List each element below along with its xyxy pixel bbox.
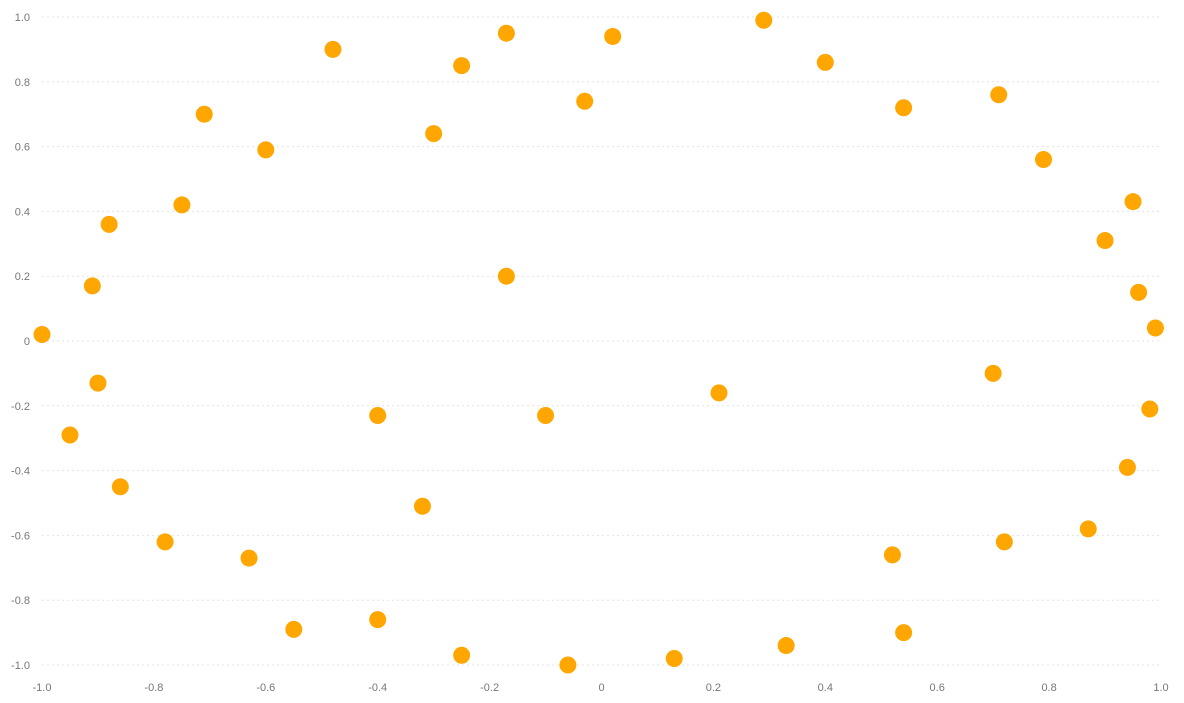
x-tick-label: -1.0 <box>33 682 52 694</box>
scatter-point <box>497 267 515 285</box>
x-tick-label: -0.4 <box>368 682 387 694</box>
scatter-point <box>990 86 1008 104</box>
scatter-point <box>755 11 773 29</box>
scatter-point <box>100 215 118 233</box>
y-tick-label: 1.0 <box>15 12 30 24</box>
x-tick-label: 0 <box>598 682 604 694</box>
scatter-point <box>33 326 51 344</box>
x-tick-label: -0.2 <box>480 682 499 694</box>
scatter-point <box>324 40 342 58</box>
scatter-point <box>816 53 834 71</box>
scatter-point <box>984 364 1002 382</box>
scatter-point <box>257 141 275 159</box>
scatter-point <box>369 611 387 629</box>
scatter-point <box>1096 232 1114 250</box>
scatter-point <box>1035 151 1053 169</box>
y-tick-label: -0.4 <box>11 466 30 478</box>
scatter-point <box>173 196 191 214</box>
scatter-point <box>453 57 471 75</box>
x-tick-label: 0.4 <box>818 682 833 694</box>
x-tick-label: 0.2 <box>706 682 721 694</box>
scatter-point <box>425 125 443 143</box>
y-tick-label: 0.4 <box>15 206 30 218</box>
scatter-point <box>895 99 913 117</box>
x-tick-label: -0.6 <box>256 682 275 694</box>
scatter-point <box>83 277 101 295</box>
y-tick-label: -0.2 <box>11 401 30 413</box>
scatter-point <box>89 374 107 392</box>
scatter-point <box>665 650 683 668</box>
y-tick-label: -0.8 <box>11 595 30 607</box>
scatter-point <box>453 646 471 664</box>
scatter-point <box>369 407 387 425</box>
scatter-point <box>537 407 555 425</box>
scatter-point <box>240 549 258 567</box>
scatter-point <box>895 624 913 642</box>
y-tick-label: -1.0 <box>11 660 30 672</box>
y-tick-label: -0.6 <box>11 530 30 542</box>
scatter-point <box>413 497 431 515</box>
y-axis-tick-labels: 1.0 0.8 0.6 0.4 0.2 0 -0.2 -0.4 -0.6 -0.8 -1.0 <box>11 12 30 672</box>
scatter-point <box>995 533 1013 551</box>
scatter-point <box>1141 400 1159 418</box>
scatter-point <box>576 92 594 110</box>
scatter-point <box>604 27 622 45</box>
y-tick-label: 0 <box>24 336 30 348</box>
scatter-point <box>195 105 213 123</box>
scatter-point <box>156 533 174 551</box>
scatter-point <box>497 24 515 42</box>
scatter-point <box>1146 319 1164 337</box>
scatter-point <box>883 546 901 564</box>
scatter-point <box>710 384 728 402</box>
x-tick-label: 0.6 <box>930 682 945 694</box>
scatter-point <box>285 620 303 638</box>
scatter-point <box>111 478 129 496</box>
y-tick-label: 0.6 <box>15 142 30 154</box>
x-axis-tick-labels: -1.0 -0.8 -0.6 -0.4 -0.2 0 0.2 0.4 0.6 0.8 1.0 <box>33 682 1169 694</box>
scatter-point <box>1130 283 1148 301</box>
x-tick-label: 0.8 <box>1041 682 1056 694</box>
x-tick-label: -0.8 <box>144 682 163 694</box>
scatter-point <box>61 426 79 444</box>
x-tick-label: 1.0 <box>1153 682 1168 694</box>
scatter-point <box>777 637 795 655</box>
scatter-point <box>1118 458 1136 476</box>
scatter-point <box>1124 193 1142 211</box>
scatter-point <box>559 656 577 674</box>
y-tick-label: 0.2 <box>15 271 30 283</box>
data-points <box>33 11 1164 674</box>
grid-lines <box>42 16 1161 666</box>
y-tick-label: 0.8 <box>15 77 30 89</box>
scatter-point <box>1079 520 1097 538</box>
